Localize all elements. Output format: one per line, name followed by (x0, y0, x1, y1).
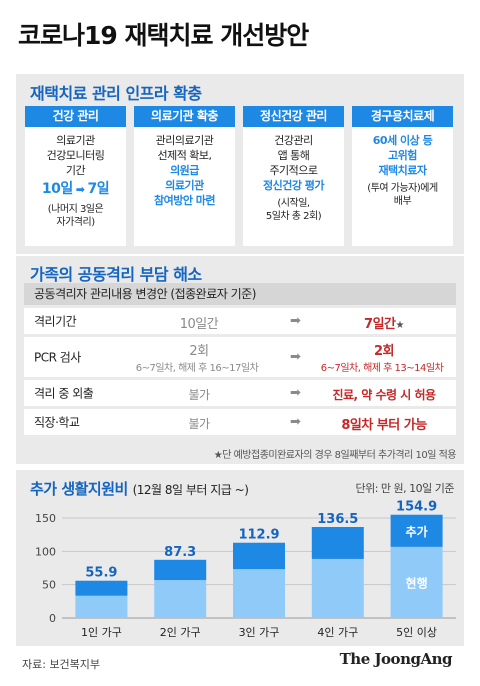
arrow-right-icon: ➡ (75, 183, 85, 196)
bar-current (390, 546, 443, 618)
family-isolation-section: 가족의 공동격리 부담 해소 공동격리자 관리내용 변경안 (접종완료자 기준)… (16, 256, 464, 464)
table-row: PCR 검사 2회 6~7일차, 해제 후 16~17일차 ➡ 2회 6~7일차… (24, 337, 456, 377)
after-value: 진료, 약 수령 시 허용 (332, 388, 436, 402)
period-change: 10일 ➡ 7일 (25, 182, 126, 197)
note-line: (투여 가능자)에게 (367, 183, 438, 194)
data-label: 154.9 (396, 500, 437, 515)
bar-current (233, 569, 285, 618)
series-label-added: 추가 (406, 524, 428, 539)
note-line: (시작일, (277, 198, 310, 209)
column-header: 건강 관리 (25, 106, 126, 127)
period-after: 7일 (87, 181, 110, 197)
after-value: 7일간★ (314, 313, 454, 332)
before-value: 2회 (189, 344, 209, 359)
period-before: 10일 (41, 181, 73, 197)
bar-added (154, 559, 207, 581)
column-health-care: 건강 관리 의료기관 건강모니터링 기간 10일 ➡ 7일 (나머지 3일은 자… (25, 106, 126, 246)
before-value: 불가 (188, 388, 210, 402)
star-mark: ★ (395, 320, 405, 331)
y-tick-label: 150 (35, 512, 56, 525)
bar-added (390, 514, 443, 547)
x-tick-label: 4인 가구 (317, 626, 358, 639)
highlight-line: 참여방안 마련 (153, 194, 216, 207)
highlight-line: 정신건강 평가 (262, 179, 325, 192)
column-header: 정신건강 관리 (243, 106, 344, 127)
table-row: 격리기간 10일간 ➡ 7일간★ (24, 308, 456, 334)
arrow-right-icon: ➡ (290, 313, 301, 329)
data-label: 55.9 (85, 566, 117, 581)
text-line: 주기적으로 (269, 164, 318, 177)
bar-current (154, 580, 207, 618)
text-line: 선제적 확보, (157, 149, 212, 162)
text-line: 의료기관 (56, 134, 95, 147)
bar-added (233, 542, 285, 570)
before-value: 10일간 (179, 317, 219, 332)
column-medical-facility: 의료기관 확충 관리의료기관 선제적 확보, 의원급 의료기관 참여방안 마련 (134, 106, 235, 246)
x-tick-label: 3인 가구 (239, 626, 280, 639)
after-value: 8일차 부터 가능 (341, 418, 427, 433)
data-label: 112.9 (238, 528, 279, 543)
note-line: 배부 (393, 196, 412, 207)
bar-chart: 0 50 100 150 55.9 1인 가구 87.3 2인 가구 112.9 3인 가구 136… (35, 500, 456, 639)
series-label-current: 현행 (406, 575, 428, 590)
y-tick-label: 0 (49, 612, 56, 625)
data-label: 87.3 (164, 545, 196, 560)
text-line: 기간 (65, 164, 86, 177)
after-value: 2회 (373, 344, 395, 359)
highlight-line: 의원급 (170, 164, 199, 177)
text-line: 건강관리 (274, 134, 313, 147)
text-line: 건강모니터링 (46, 149, 105, 162)
after-sub: 6~7일차, 해제 후 13~14일차 (320, 363, 444, 374)
row-label: 격리기간 (34, 314, 77, 329)
text-line: 앱 통해 (277, 149, 310, 162)
note-line: (나머지 3일은 (47, 204, 104, 215)
table-row: 격리 중 외출 불가 ➡ 진료, 약 수령 시 허용 (24, 380, 456, 406)
x-tick-label: 1인 가구 (81, 626, 122, 639)
arrow-right-icon: ➡ (290, 414, 301, 430)
highlight-line: 60세 이상 등 (372, 134, 433, 147)
page-title: 코로나19 재택치료 개선방안 (18, 21, 309, 50)
bar-added (311, 527, 364, 559)
unit-label: 단위: 만 원, 10일 기준 (355, 482, 454, 495)
y-tick-label: 100 (35, 545, 56, 558)
y-tick-label: 50 (42, 579, 56, 592)
column-oral-treatment: 경구용치료제 60세 이상 등 고위험 재택치료자 (투여 가능자)에게 배부 (352, 106, 453, 246)
section-title-family: 가족의 공동격리 부담 해소 (30, 265, 202, 284)
x-tick-label: 5인 이상 (396, 626, 437, 639)
bar-current (311, 558, 364, 618)
column-header: 의료기관 확충 (134, 106, 235, 127)
before-value: 불가 (188, 417, 210, 431)
chart-title-text: 추가 생활지원비 (30, 480, 128, 498)
infrastructure-section: 재택치료 관리 인프라 확충 건강 관리 의료기관 건강모니터링 기간 10일 … (16, 74, 464, 254)
source-credit: 자료: 보건복지부 (22, 658, 101, 671)
bar-added (75, 580, 128, 596)
arrow-right-icon: ➡ (290, 385, 301, 401)
after-value-text: 7일간 (364, 317, 396, 332)
note-line: 5일차 총 2회) (265, 211, 322, 222)
x-tick-label: 2인 가구 (160, 626, 201, 639)
chart-title-paren: (12월 8일 부터 지급 ~) (132, 483, 249, 497)
table-row: 직장·학교 불가 ➡ 8일차 부터 가능 (24, 409, 456, 435)
before-sub: 6~7일차, 해제 후 16~17일차 (135, 363, 259, 374)
text-line: 관리의료기관 (155, 134, 214, 147)
living-support-section: 추가 생활지원비 (12월 8일 부터 지급 ~) 단위: 만 원, 10일 기… (16, 470, 464, 646)
footnote: ★단 예방접종미완료자의 경우 8일째부터 추가격리 10일 적용 (213, 450, 457, 461)
publisher-logo: The JoongAng (339, 650, 453, 668)
note-line: 자가격리) (56, 217, 95, 228)
row-label: 직장·학교 (34, 415, 80, 430)
highlight-line: 재택치료자 (378, 164, 427, 177)
bar-current (75, 595, 128, 618)
comparison-subheader: 공동격리자 관리내용 변경안 (접종완료자 기준) (24, 283, 456, 305)
row-label: PCR 검사 (34, 350, 81, 365)
arrow-right-icon: ➡ (290, 349, 301, 365)
highlight-line: 의료기관 (165, 179, 204, 192)
data-label: 136.5 (317, 512, 358, 527)
column-header: 경구용치료제 (352, 106, 453, 127)
column-mental-health: 정신건강 관리 건강관리 앱 통해 주기적으로 정신건강 평가 (시작일, 5일… (243, 106, 344, 246)
section-title-infrastructure: 재택치료 관리 인프라 확충 (30, 84, 202, 103)
chart-title: 추가 생활지원비 (12월 8일 부터 지급 ~) (30, 478, 249, 499)
row-label: 격리 중 외출 (34, 386, 94, 401)
highlight-line: 고위험 (388, 149, 417, 162)
